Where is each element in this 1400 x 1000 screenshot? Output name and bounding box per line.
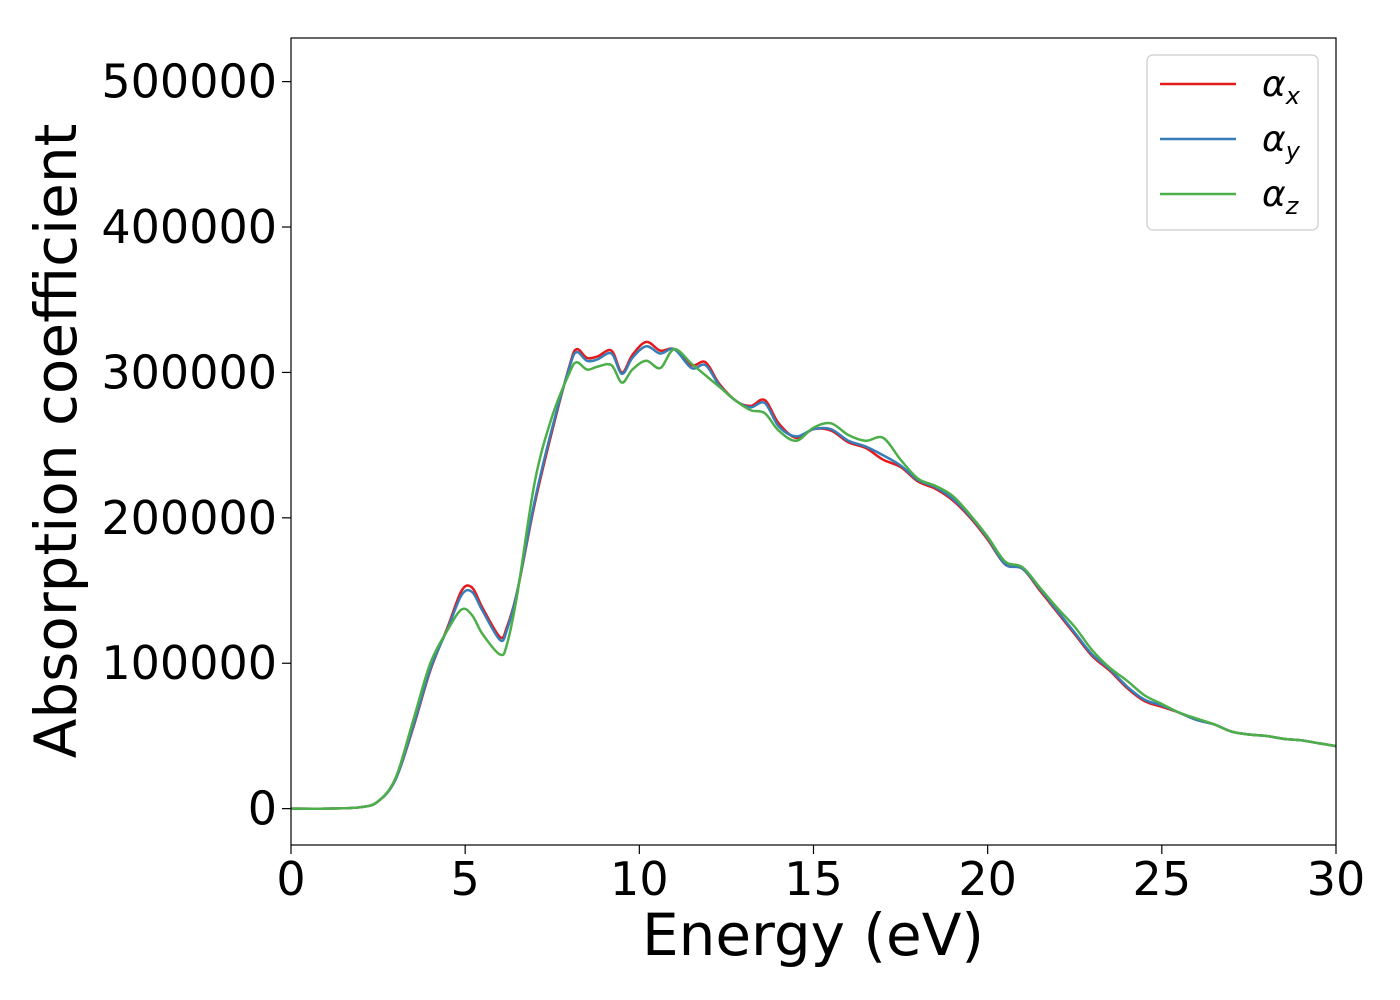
y-axis-ticks: 0 100000 200000 300000 400000 500000 [101,55,291,836]
legend-box [1146,54,1319,231]
legend-label-alpha-x: αx [1262,64,1301,110]
y-tick-label: 300000 [101,345,277,399]
x-tick-label: 30 [1307,852,1366,906]
y-tick-label: 200000 [101,491,277,545]
series-line-alpha-y [290,345,1337,811]
x-axis-ticks: 0 5 10 15 20 25 30 [276,845,1365,906]
series-layer [290,340,1337,811]
series-line-alpha-z [290,347,1337,811]
y-axis-label: Absorption coefficient [22,124,90,759]
y-tick-label: 500000 [101,55,277,109]
y-tick-label: 0 [248,782,277,836]
y-tick-label: 400000 [101,200,277,254]
x-tick-label: 15 [784,852,843,906]
series-line-alpha-x [290,340,1337,811]
x-axis-label: Energy (eV) [642,901,984,969]
legend: αx αy αz [1146,54,1319,231]
legend-label-alpha-y: αy [1262,119,1301,165]
x-tick-label: 25 [1133,852,1192,906]
y-tick-label: 100000 [101,636,277,690]
x-tick-label: 20 [958,852,1017,906]
x-tick-label: 5 [451,852,480,906]
x-tick-label: 0 [276,852,305,906]
x-tick-label: 10 [610,852,669,906]
legend-label-alpha-z: αz [1262,174,1300,220]
